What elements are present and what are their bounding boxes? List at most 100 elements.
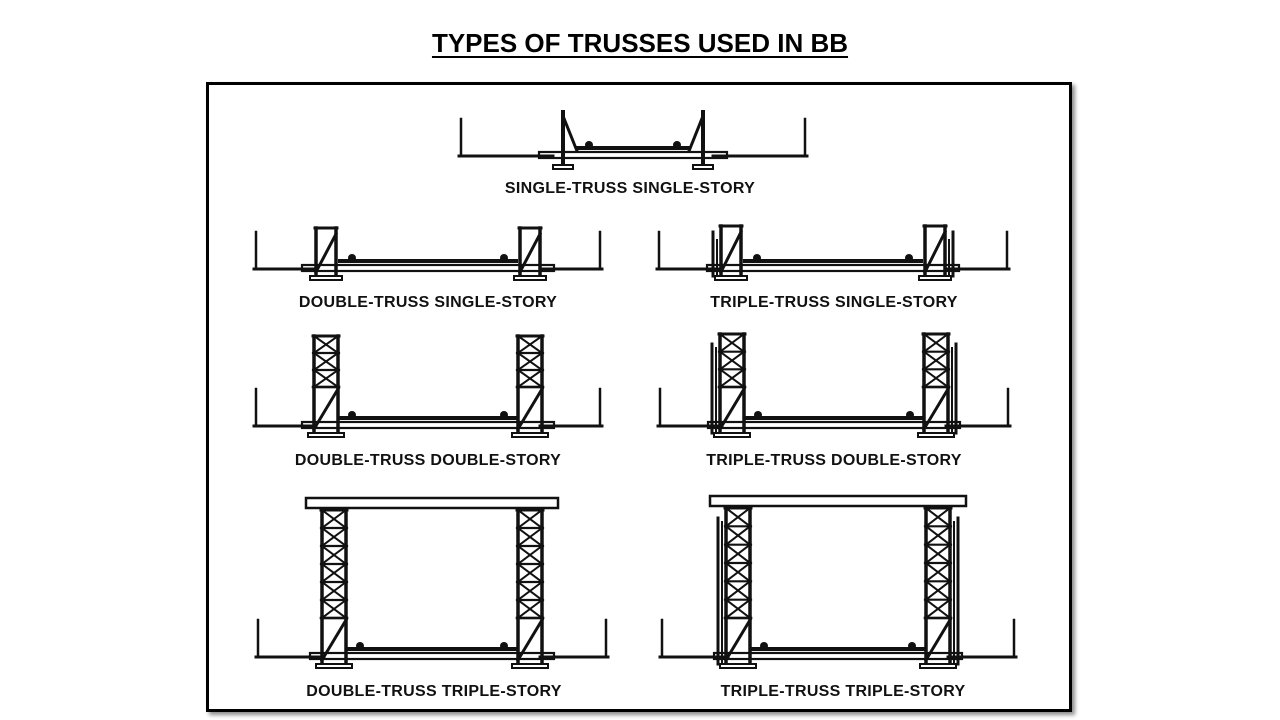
base-plate xyxy=(719,663,757,669)
truss-x-brace xyxy=(516,526,544,548)
truss-column xyxy=(511,508,549,669)
caption-double-truss-double-story: DOUBLE-TRUSS DOUBLE-STORY xyxy=(295,452,561,469)
truss-diagonal xyxy=(515,617,545,663)
truss-diagonal xyxy=(311,386,341,432)
transom xyxy=(706,420,962,430)
truss-x-brace xyxy=(922,350,950,371)
truss-column xyxy=(710,332,751,438)
truss-diagonal xyxy=(718,229,744,275)
base-plate xyxy=(511,663,549,669)
truss-diagonal xyxy=(723,617,753,663)
ribband-bolt xyxy=(673,141,681,149)
truss-x-brace xyxy=(320,580,348,602)
overhead-bracing xyxy=(304,496,560,510)
truss-x-brace xyxy=(724,506,752,528)
truss-x-brace xyxy=(924,506,952,528)
transom xyxy=(705,263,961,273)
base-plate xyxy=(713,432,751,438)
transom xyxy=(300,263,556,273)
base-plate xyxy=(714,275,748,281)
raker xyxy=(561,114,579,153)
base-plate xyxy=(919,663,957,669)
truss-x-brace xyxy=(320,562,348,584)
truss-column xyxy=(716,506,757,669)
transom xyxy=(300,420,556,430)
caption-triple-truss-single-story: TRIPLE-TRUSS SINGLE-STORY xyxy=(710,294,958,311)
ribband-bolt xyxy=(908,642,916,650)
ribband-bolt xyxy=(500,411,508,419)
truss-x-brace xyxy=(516,508,544,530)
truss-diagram-dtt xyxy=(254,496,610,669)
ribband-bolt xyxy=(500,254,508,262)
truss-x-brace xyxy=(924,598,952,620)
base-plate xyxy=(309,275,343,281)
truss-x-brace xyxy=(320,526,348,548)
base-plate xyxy=(692,164,714,170)
truss-diagonal xyxy=(313,231,339,275)
truss-diagram-tts xyxy=(655,224,1011,281)
truss-x-brace xyxy=(922,367,950,389)
truss-column xyxy=(511,334,549,438)
truss-x-brace xyxy=(516,562,544,584)
base-plate xyxy=(315,663,353,669)
truss-x-brace xyxy=(320,508,348,530)
truss-x-brace xyxy=(516,351,544,372)
base-plate xyxy=(511,432,549,438)
truss-diagonal xyxy=(923,617,953,663)
truss-diagonal xyxy=(517,231,543,275)
truss-x-brace xyxy=(724,543,752,565)
truss-column xyxy=(687,110,714,170)
truss-x-brace xyxy=(724,579,752,602)
truss-diagonal xyxy=(717,386,747,432)
truss-x-brace xyxy=(516,580,544,602)
truss-diagonal xyxy=(921,386,951,432)
truss-x-brace xyxy=(516,368,544,389)
caption-triple-truss-double-story: TRIPLE-TRUSS DOUBLE-STORY xyxy=(706,452,962,469)
base-plate xyxy=(307,432,345,438)
truss-column xyxy=(309,226,343,281)
truss-x-brace xyxy=(718,332,746,354)
caption-double-truss-triple-story: DOUBLE-TRUSS TRIPLE-STORY xyxy=(306,683,562,700)
base-plate xyxy=(552,164,574,170)
ribband-bolt xyxy=(905,254,913,262)
truss-column xyxy=(552,110,579,170)
truss-x-brace xyxy=(922,332,950,354)
truss-diagram-ttt xyxy=(658,494,1018,669)
truss-column xyxy=(919,506,960,669)
truss-diagram-dts xyxy=(252,226,604,281)
base-plate xyxy=(918,275,952,281)
truss-diagonal xyxy=(319,617,349,663)
caption-single-truss-single-story: SINGLE-TRUSS SINGLE-STORY xyxy=(505,180,755,197)
ribband-bolt xyxy=(754,411,762,419)
caption-triple-truss-triple-story: TRIPLE-TRUSS TRIPLE-STORY xyxy=(721,683,966,700)
truss-column xyxy=(711,224,748,281)
captions: SINGLE-TRUSS SINGLE-STORY DOUBLE-TRUSS S… xyxy=(295,180,966,700)
ribband-bolt xyxy=(348,254,356,262)
truss-column xyxy=(315,508,353,669)
overhead-bracing xyxy=(708,494,968,508)
transom xyxy=(537,150,729,160)
truss-x-brace xyxy=(924,579,952,602)
truss-x-brace xyxy=(924,524,952,547)
truss-x-brace xyxy=(516,334,544,355)
ribband-bolt xyxy=(585,141,593,149)
truss-x-brace xyxy=(724,561,752,583)
truss-x-brace xyxy=(724,524,752,547)
truss-x-brace xyxy=(718,367,746,389)
slide-title: TYPES OF TRUSSES USED IN BB xyxy=(0,28,1280,59)
ribband-bolt xyxy=(906,411,914,419)
raker xyxy=(687,114,705,153)
truss-diagram-ttd xyxy=(656,332,1012,438)
ribband-bolt xyxy=(348,411,356,419)
truss-x-brace xyxy=(312,351,340,372)
truss-x-brace xyxy=(724,598,752,620)
truss-x-brace xyxy=(718,350,746,371)
truss-diagonal xyxy=(515,386,545,432)
truss-diagram-dtd xyxy=(252,334,604,438)
ribband-bolt xyxy=(500,642,508,650)
ribband-bolt xyxy=(753,254,761,262)
truss-x-brace xyxy=(924,543,952,565)
truss-x-brace xyxy=(516,598,544,620)
truss-diagonal xyxy=(922,229,948,275)
